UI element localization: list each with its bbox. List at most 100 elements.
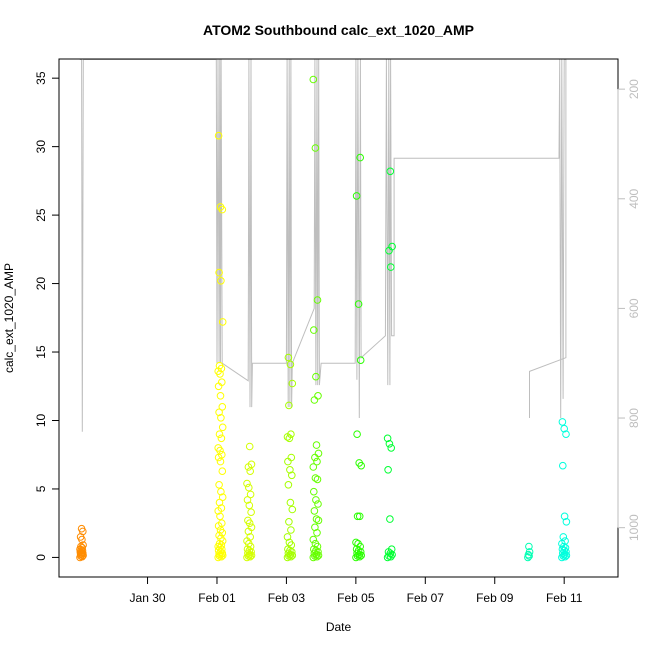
y2-tick-label: 600 bbox=[627, 298, 641, 318]
data-point bbox=[562, 518, 571, 526]
data-point bbox=[215, 498, 224, 507]
data-point bbox=[287, 526, 295, 534]
data-point bbox=[561, 537, 569, 545]
data-point bbox=[217, 487, 225, 496]
data-point bbox=[354, 539, 362, 548]
data-point bbox=[314, 548, 322, 556]
data-point bbox=[288, 379, 297, 388]
data-point bbox=[311, 523, 319, 532]
series-feb-11 bbox=[558, 418, 571, 562]
data-point bbox=[386, 167, 395, 176]
data-point bbox=[309, 463, 318, 471]
y-tick-label: 10 bbox=[34, 413, 48, 427]
data-point bbox=[218, 467, 227, 476]
data-point bbox=[218, 318, 227, 326]
data-point bbox=[217, 414, 225, 422]
data-point bbox=[313, 457, 321, 466]
series-feb-01 bbox=[214, 131, 227, 562]
data-point bbox=[216, 457, 225, 466]
data-point bbox=[558, 418, 567, 426]
data-point bbox=[287, 430, 295, 439]
data-point bbox=[247, 508, 255, 517]
data-point bbox=[310, 396, 319, 404]
data-point bbox=[387, 263, 395, 271]
data-point bbox=[286, 466, 294, 474]
data-point bbox=[215, 408, 223, 417]
data-point bbox=[247, 460, 256, 469]
data-point bbox=[310, 326, 318, 334]
series-feb-02 bbox=[243, 442, 256, 562]
data-point bbox=[353, 430, 361, 439]
data-point bbox=[383, 434, 392, 443]
series-feb-06 bbox=[383, 167, 396, 562]
data-point bbox=[356, 548, 365, 556]
data-point bbox=[284, 481, 293, 489]
data-point bbox=[314, 516, 323, 525]
y2-tick-label: 800 bbox=[627, 408, 641, 428]
x-tick-label: Jan 30 bbox=[130, 591, 166, 605]
data-point bbox=[218, 423, 227, 432]
data-point bbox=[356, 153, 365, 162]
data-point bbox=[244, 516, 252, 525]
series-feb-05 bbox=[352, 153, 366, 562]
data-point bbox=[388, 242, 396, 251]
data-point bbox=[287, 453, 296, 462]
y2-tick-label: 400 bbox=[627, 188, 641, 208]
series-feb-03 bbox=[283, 353, 297, 562]
data-point bbox=[215, 430, 224, 439]
data-point bbox=[216, 203, 225, 211]
data-point bbox=[218, 519, 226, 528]
data-point bbox=[215, 268, 223, 277]
data-point bbox=[285, 434, 294, 443]
data-point bbox=[288, 505, 297, 514]
data-point bbox=[285, 401, 293, 410]
x-tick-label: Feb 11 bbox=[546, 591, 583, 605]
x-tick-label: Feb 07 bbox=[407, 591, 445, 605]
y2-tick-label: 200 bbox=[627, 79, 641, 99]
data-point bbox=[288, 471, 296, 480]
data-point bbox=[525, 542, 533, 551]
data-point bbox=[356, 356, 365, 365]
data-point bbox=[243, 496, 252, 504]
data-point bbox=[218, 378, 226, 387]
data-point bbox=[215, 481, 223, 489]
data-point bbox=[245, 483, 253, 492]
data-point bbox=[216, 512, 224, 521]
plot-frame bbox=[58, 58, 619, 578]
x-tick-label: Feb 01 bbox=[198, 591, 236, 605]
y-tick-label: 15 bbox=[34, 345, 48, 359]
data-point bbox=[312, 372, 320, 381]
data-point bbox=[243, 479, 251, 488]
data-point bbox=[385, 440, 394, 448]
y-tick-label: 0 bbox=[34, 554, 48, 561]
data-point bbox=[217, 434, 226, 443]
data-point bbox=[313, 475, 322, 484]
data-point bbox=[314, 500, 322, 508]
data-point bbox=[218, 493, 227, 502]
data-point bbox=[311, 539, 320, 548]
data-point bbox=[562, 430, 570, 439]
series-feb-10 bbox=[524, 542, 534, 562]
data-point bbox=[312, 441, 321, 449]
data-point bbox=[312, 515, 321, 523]
data-point bbox=[558, 553, 566, 562]
data-point bbox=[352, 538, 360, 547]
y-tick-label: 5 bbox=[34, 485, 48, 492]
data-point bbox=[216, 392, 225, 400]
data-point bbox=[525, 548, 534, 556]
data-point bbox=[218, 450, 226, 459]
y-tick-label: 30 bbox=[34, 140, 48, 154]
data-point bbox=[247, 523, 256, 532]
data-point bbox=[246, 490, 255, 499]
x-tick-label: Feb 05 bbox=[337, 591, 375, 605]
y-tick-label: 35 bbox=[34, 71, 48, 85]
data-point bbox=[286, 546, 294, 555]
data-point bbox=[283, 533, 292, 541]
data-point bbox=[314, 392, 322, 400]
data-point bbox=[355, 459, 364, 467]
depth-line bbox=[79, 59, 567, 432]
data-point bbox=[352, 192, 361, 200]
data-point bbox=[310, 507, 319, 515]
data-point bbox=[284, 457, 292, 466]
data-point bbox=[285, 518, 293, 526]
